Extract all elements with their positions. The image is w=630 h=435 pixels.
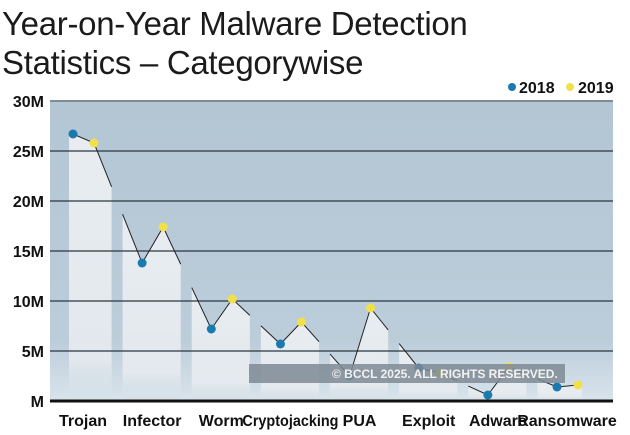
series-line-segment — [260, 321, 320, 345]
x-category-label: Cryptojacking — [242, 413, 338, 430]
x-category-label: Exploit — [402, 413, 456, 430]
x-category-label: Worm — [199, 413, 244, 430]
data-point-2018 — [275, 339, 285, 349]
y-tick-label: 20M — [13, 194, 44, 211]
data-point-2019 — [89, 138, 99, 148]
data-point-2018 — [483, 390, 493, 400]
chart-title: Year-on-Year Malware Detection Statistic… — [2, 5, 468, 81]
category-fill — [69, 134, 112, 400]
x-category-label: PUA — [343, 413, 377, 430]
x-category-label: Infector — [123, 413, 182, 430]
x-category-label: Trojan — [59, 413, 107, 430]
data-point-2018 — [137, 258, 147, 268]
data-point-2018 — [552, 382, 562, 392]
x-category-label: Adware — [469, 413, 527, 430]
data-point-2019 — [366, 303, 376, 313]
legend-marker-2018 — [508, 83, 516, 91]
y-tick-label: M — [31, 394, 44, 411]
y-tick-label: 5M — [22, 344, 44, 361]
category-fill — [122, 214, 181, 400]
watermark: © BCCL 2025. ALL RIGHTS RESERVED. — [249, 364, 565, 383]
y-tick-label: 25M — [13, 144, 44, 161]
x-category-label: Ransomware — [517, 413, 617, 430]
y-tick-label: 30M — [13, 94, 44, 111]
data-point-2018 — [68, 129, 78, 139]
series-line-segment — [122, 214, 182, 265]
category-fill — [191, 287, 250, 400]
y-tick-label: 15M — [13, 244, 44, 261]
series-line-segment — [191, 287, 251, 330]
data-point-2018 — [206, 324, 216, 334]
legend-marker-2019 — [566, 83, 574, 91]
legend-label-2019: 2019 — [578, 80, 614, 97]
data-point-2019 — [296, 317, 306, 327]
data-point-2019 — [158, 222, 168, 232]
legend: 2018 2019 — [508, 80, 614, 97]
data-point-2019 — [573, 380, 583, 390]
y-tick-label: 10M — [13, 294, 44, 311]
legend-label-2018: 2018 — [519, 80, 555, 97]
data-point-2019 — [227, 294, 237, 304]
watermark-text: © BCCL 2025. ALL RIGHTS RESERVED. — [332, 367, 558, 381]
